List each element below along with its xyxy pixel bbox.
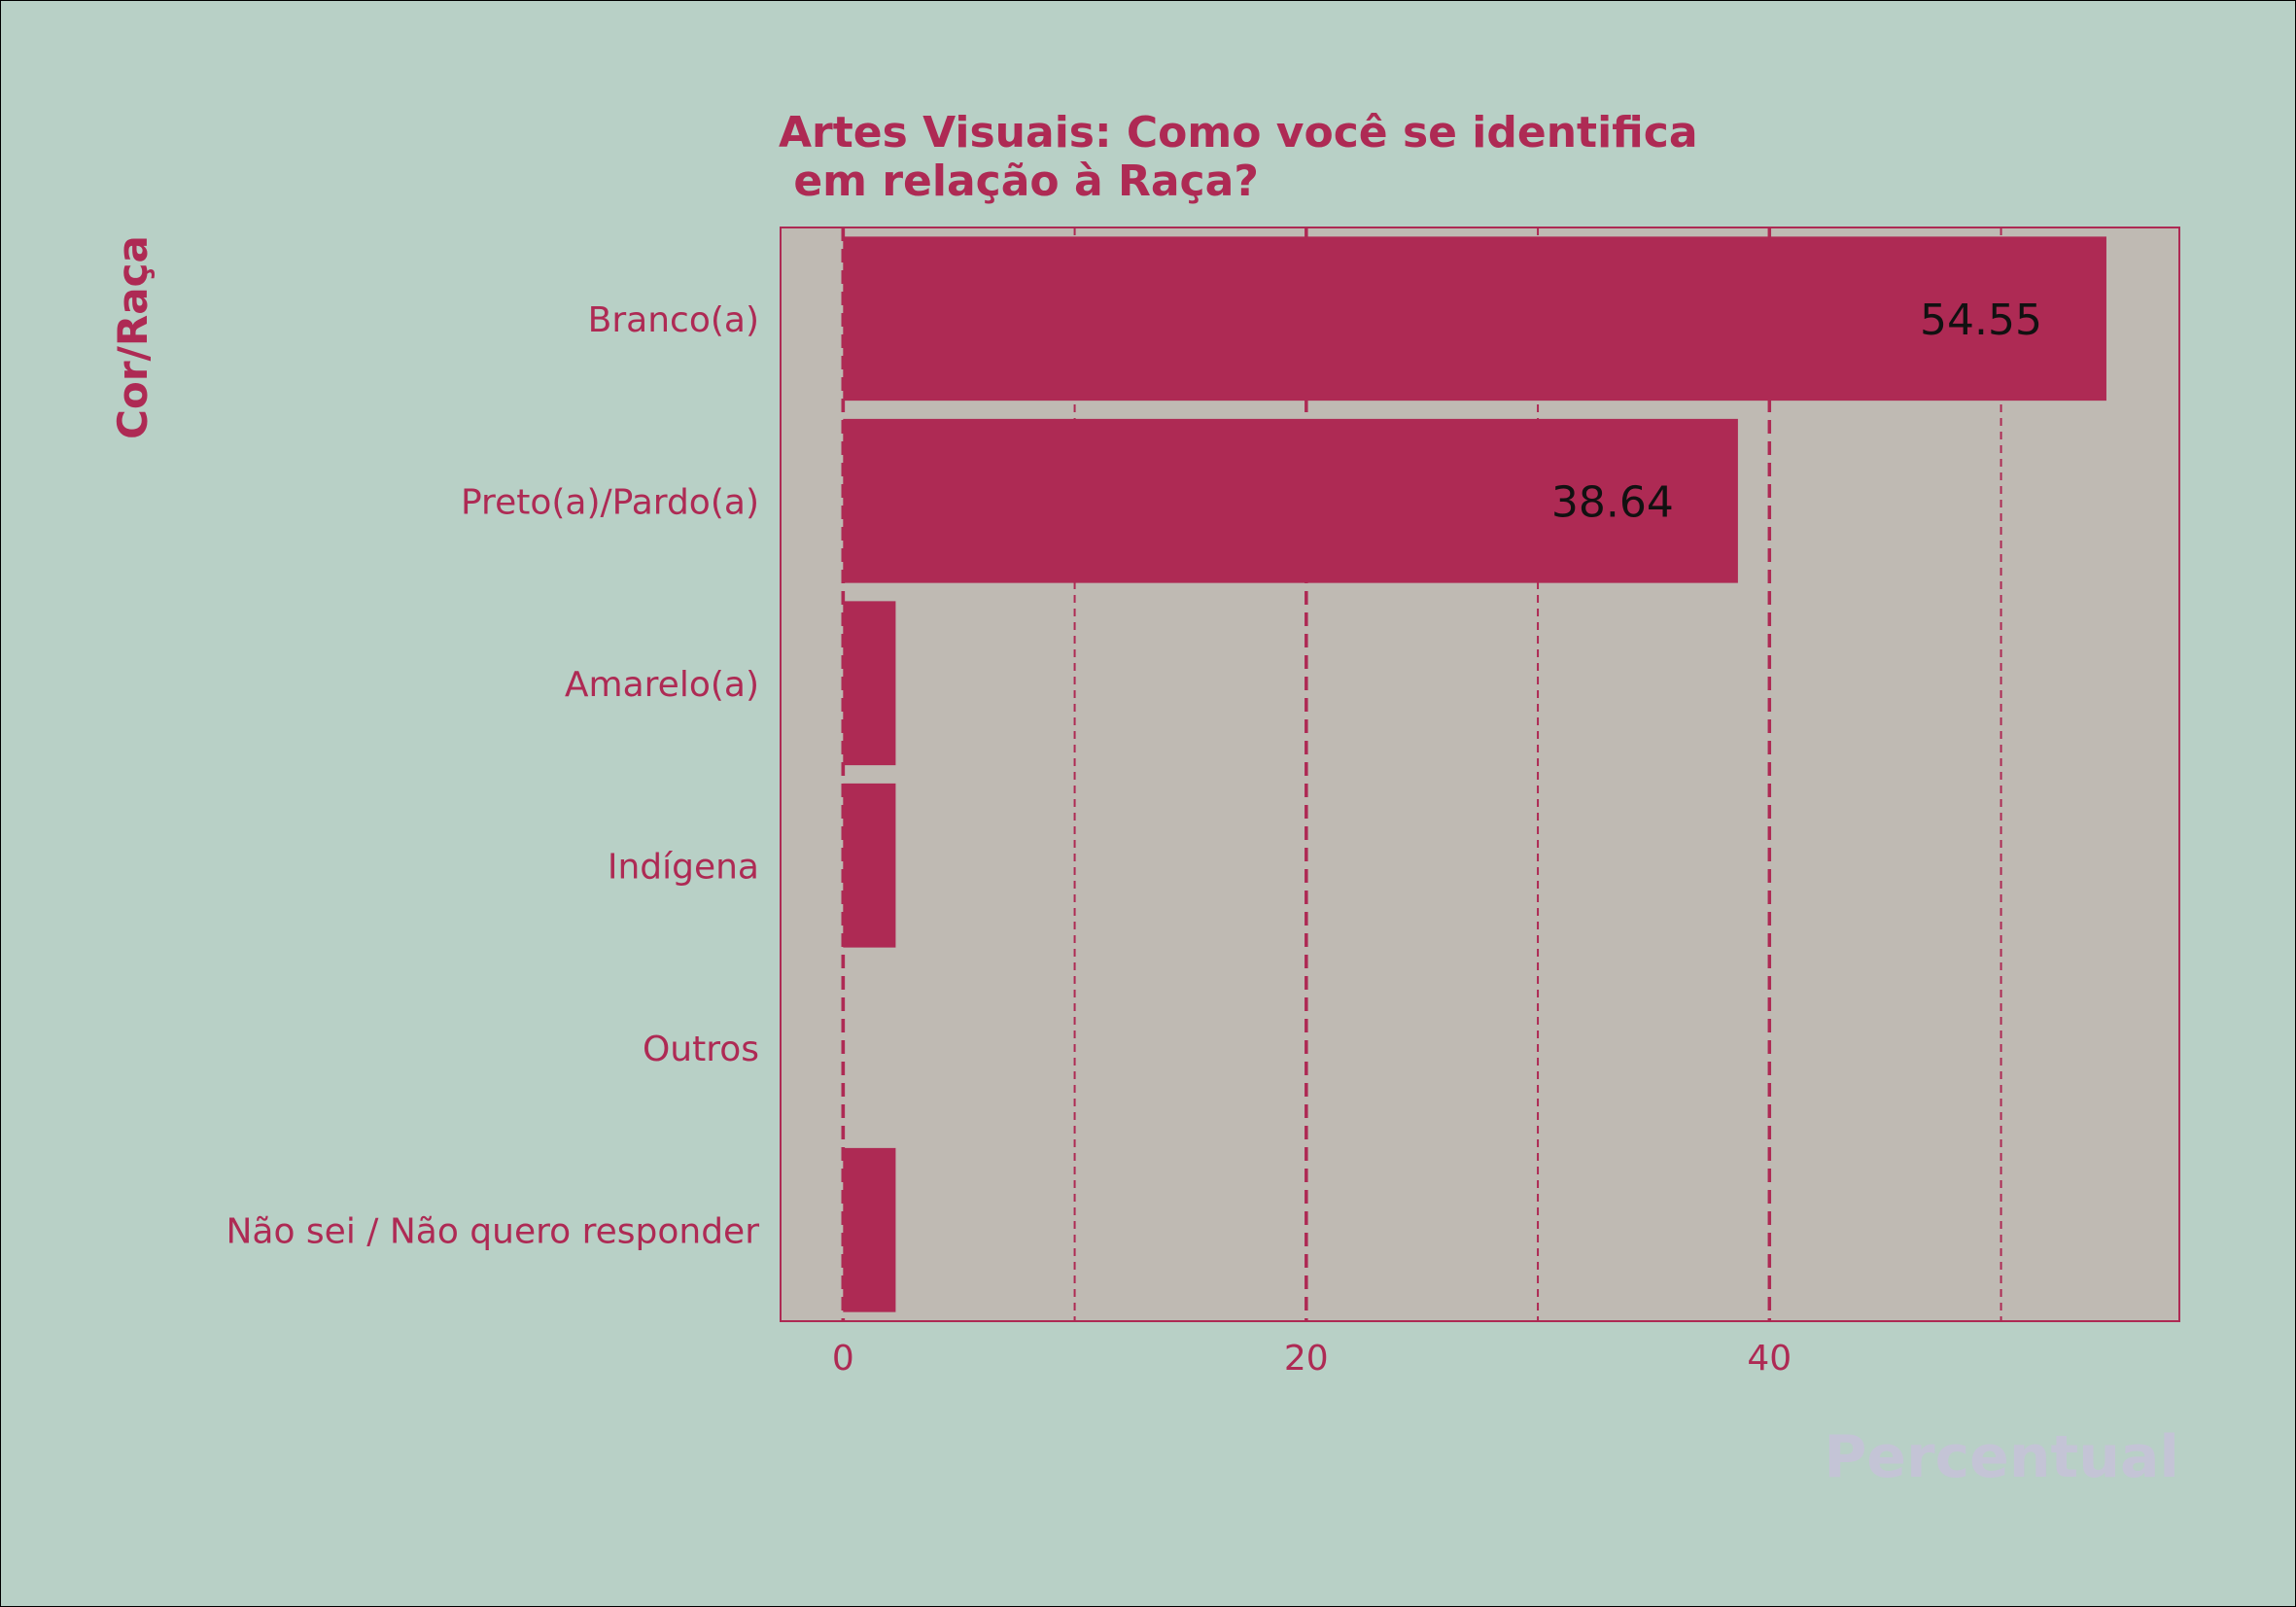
x-tick-label: 20	[1284, 1339, 1329, 1379]
y-tick-label: Outros	[643, 1030, 759, 1069]
bars	[843, 236, 2106, 1312]
y-tick-label: Branco(a)	[588, 300, 759, 340]
plot-area	[780, 227, 2180, 1322]
y-tick-label: Indígena	[608, 847, 759, 887]
x-tick-label: 0	[832, 1339, 854, 1379]
x-tick-labels: 0 20 40	[832, 1339, 1792, 1379]
value-labels: 54.55 38.64	[1551, 296, 2042, 528]
bar	[843, 418, 1738, 583]
y-tick-label: Não sei / Não quero responder	[226, 1211, 759, 1251]
y-tick-labels: Branco(a) Preto(a)/Pardo(a) Amarelo(a) Indí…	[226, 300, 759, 1252]
bar	[843, 783, 896, 948]
y-axis-label: Cor/Raça	[109, 235, 157, 439]
chart-title-line-1: Artes Visuais: Como você se identifica	[779, 108, 1698, 157]
x-tick-label: 40	[1747, 1339, 1792, 1379]
bar	[843, 236, 2106, 402]
chart-title-line-2: em relação à Raça?	[779, 157, 1259, 206]
bar	[843, 1147, 896, 1312]
x-axis-label: Percentual	[1824, 1423, 2179, 1491]
y-tick-label: Amarelo(a)	[565, 665, 759, 705]
bar-value-label: 38.64	[1551, 477, 1674, 527]
bar-value-label: 54.55	[1920, 296, 2042, 345]
bar	[843, 601, 896, 766]
y-tick-label: Preto(a)/Pardo(a)	[461, 482, 759, 522]
grid-lines	[841, 227, 2002, 1321]
